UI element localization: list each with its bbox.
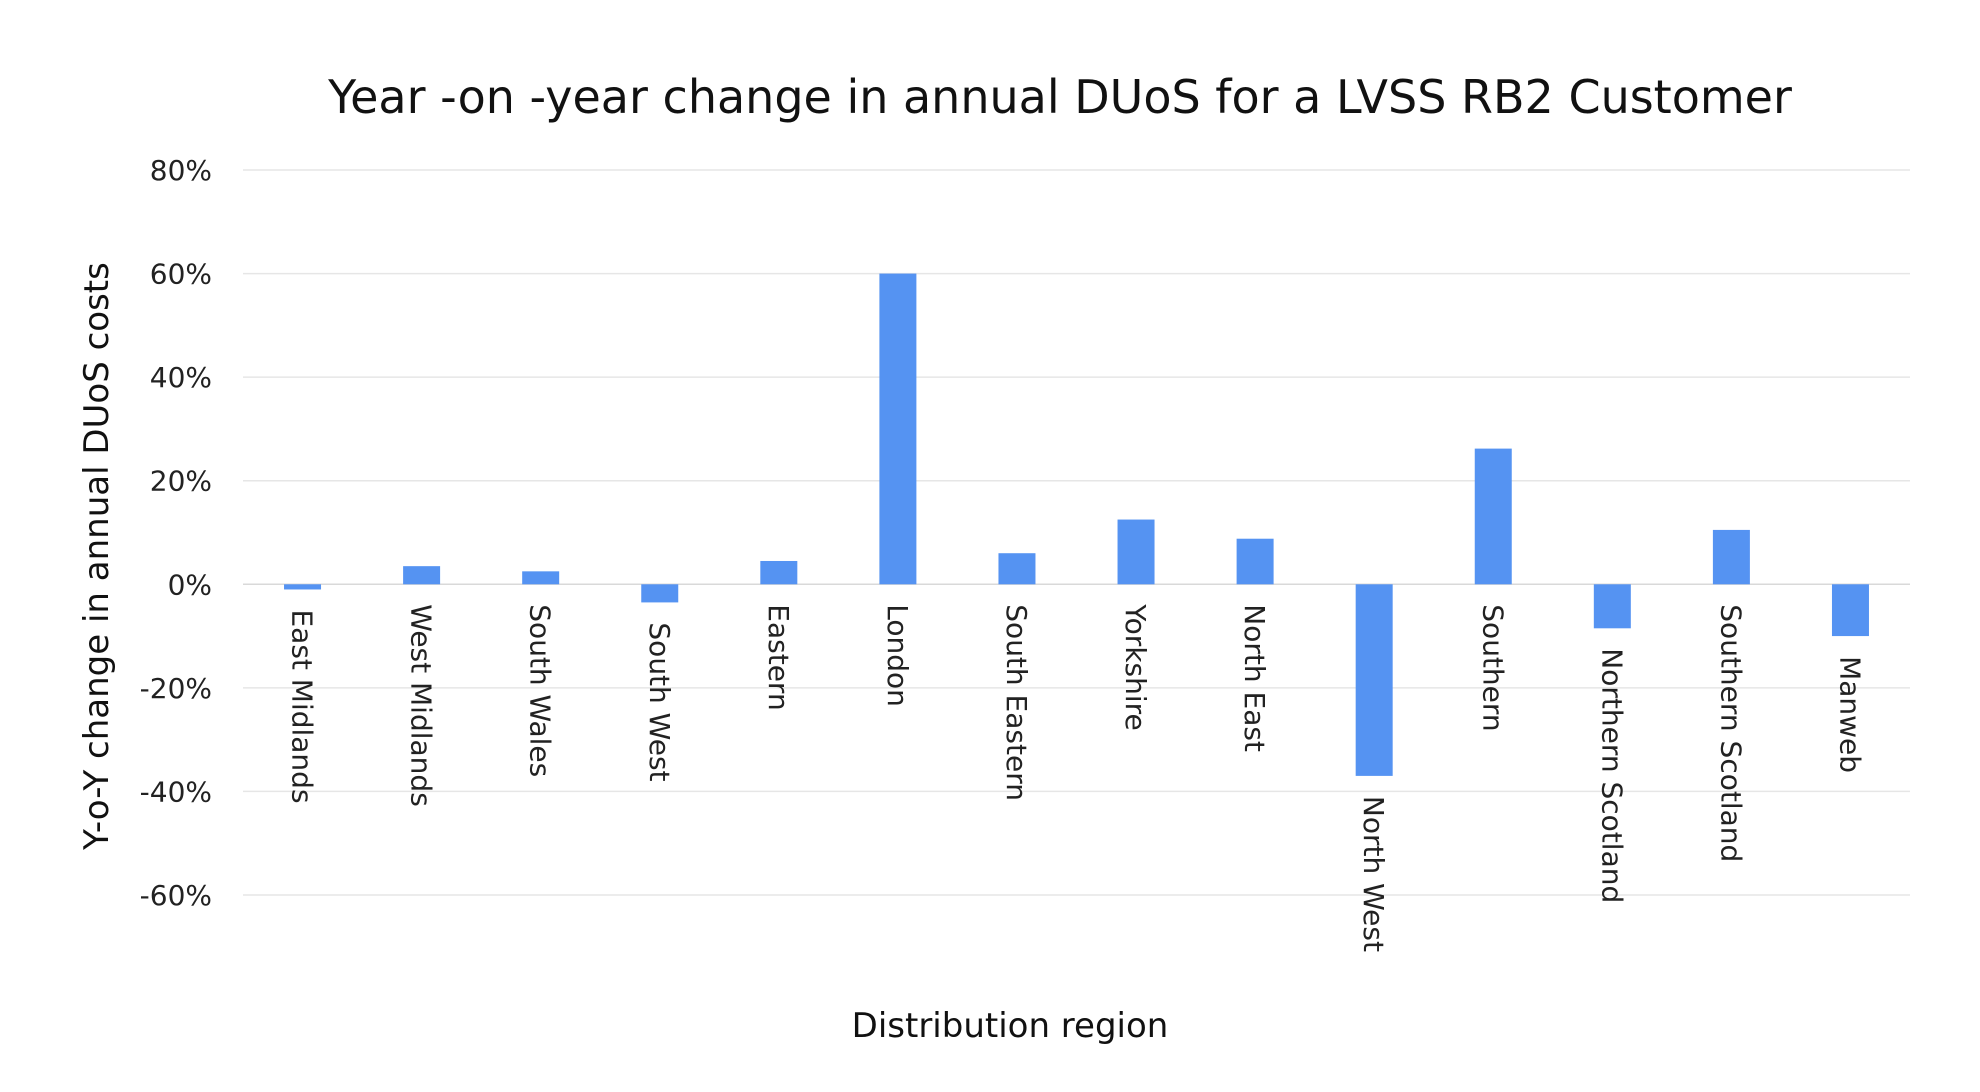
gridlines xyxy=(243,169,1910,896)
y-tick-label: 20% xyxy=(150,465,212,498)
bar-south-west xyxy=(641,584,679,603)
chart-title: Year -on -year change in annual DUoS for… xyxy=(327,70,1792,124)
bar-northern-scotland xyxy=(1593,584,1631,629)
x-category-label-london: London xyxy=(881,604,914,707)
y-tick-label: 80% xyxy=(150,154,212,187)
x-category-label-northern-scotland: Northern Scotland xyxy=(1595,648,1628,903)
y-tick-label: -20% xyxy=(140,672,212,705)
bars xyxy=(284,273,1869,776)
y-tick-label: -40% xyxy=(140,775,212,808)
y-tick-label: 40% xyxy=(150,361,212,394)
x-category-label-west-midlands: West Midlands xyxy=(405,604,438,807)
x-category-label-yorkshire: Yorkshire xyxy=(1119,603,1152,730)
y-tick-label: 0% xyxy=(168,568,212,601)
x-category-label-southern: Southern xyxy=(1476,604,1509,731)
bar-southern-scotland xyxy=(1712,529,1750,585)
x-category-label-east-midlands: East Midlands xyxy=(286,609,319,803)
bar-eastern xyxy=(760,560,798,585)
x-axis-title: Distribution region xyxy=(852,1006,1169,1046)
y-axis-title: Y-o-Y change in annual DUoS costs xyxy=(77,262,117,851)
y-tick-label: -60% xyxy=(140,879,212,912)
x-category-label-south-wales: South Wales xyxy=(524,604,557,777)
x-category-label-southern-scotland: Southern Scotland xyxy=(1714,604,1747,862)
y-tick-label: 60% xyxy=(150,258,212,291)
bar-london xyxy=(879,273,917,585)
bar-east-midlands xyxy=(284,584,322,590)
x-category-label-north-west: North West xyxy=(1357,796,1390,952)
bar-north-west xyxy=(1355,584,1393,776)
x-category-label-south-eastern: South Eastern xyxy=(1000,604,1033,801)
bar-south-wales xyxy=(522,571,560,585)
x-category-label-north-east: North East xyxy=(1238,604,1271,752)
bar-north-east xyxy=(1236,538,1274,585)
bar-south-eastern xyxy=(998,553,1036,585)
bar-southern xyxy=(1474,448,1512,585)
bar-manweb xyxy=(1831,584,1869,637)
x-category-label-eastern: Eastern xyxy=(762,604,795,710)
x-axis-category-labels: East Midlands West Midlands South Wales Sou… xyxy=(286,603,1867,952)
y-axis-tick-labels: 80% 60% 40% 20% 0% -20% -40% -60% xyxy=(140,154,212,912)
x-category-label-manweb: Manweb xyxy=(1833,656,1866,773)
x-category-label-south-west: South West xyxy=(643,622,676,781)
bar-west-midlands xyxy=(403,566,441,585)
bar-yorkshire xyxy=(1117,519,1155,585)
